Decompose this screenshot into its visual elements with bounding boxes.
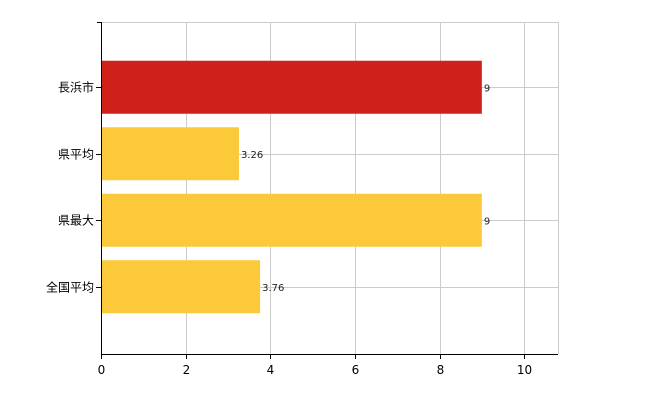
x-tick-label-4: 8 xyxy=(437,363,445,377)
data-label-0: 9 xyxy=(484,83,490,94)
category-label-2: 県最大 xyxy=(58,214,94,228)
bar-3 xyxy=(102,260,261,314)
data-label-1: 3.26 xyxy=(241,150,263,161)
x-tick-label-3: 6 xyxy=(352,363,360,377)
data-labels: 9 3.26 9 3.76 xyxy=(241,83,490,294)
x-tick-label-0: 0 xyxy=(98,363,106,377)
x-tick-label-5: 10 xyxy=(517,363,532,377)
category-label-1: 県平均 xyxy=(58,148,94,162)
x-tick-label-1: 2 xyxy=(183,363,191,377)
x-tick-label-2: 4 xyxy=(267,363,275,377)
category-label-0: 長浜市 xyxy=(58,80,94,95)
category-label-3: 全国平均 xyxy=(46,280,94,295)
bar-0 xyxy=(102,60,482,114)
axes xyxy=(97,22,558,355)
bar-2 xyxy=(102,193,482,247)
data-label-3: 3.76 xyxy=(262,283,284,294)
bar-1 xyxy=(102,127,239,181)
data-label-2: 9 xyxy=(484,216,490,227)
bars xyxy=(102,60,482,314)
